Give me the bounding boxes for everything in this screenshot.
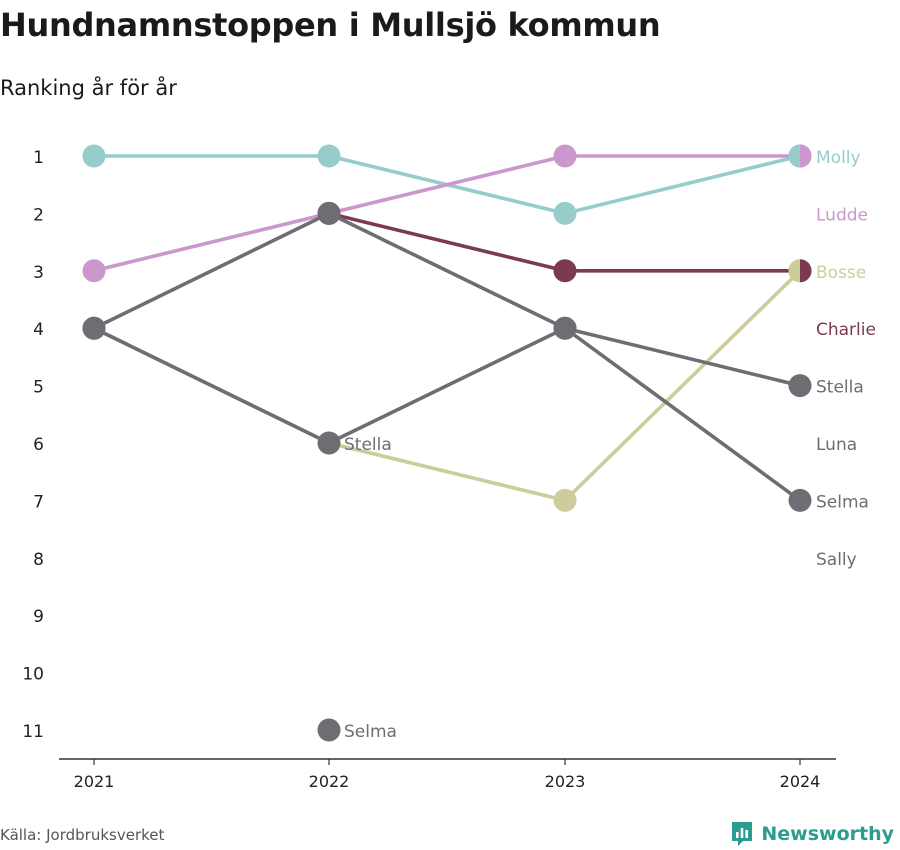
inline-label: Stella [344, 435, 392, 455]
inline-label: Selma [344, 722, 397, 742]
series-line-segment [327, 326, 567, 445]
x-tick-label: 2022 [309, 772, 350, 791]
series-line-segment [92, 211, 331, 331]
series-point [317, 201, 341, 225]
x-tick-label: 2021 [74, 772, 115, 791]
y-tick-label: 1 [33, 148, 44, 168]
series-point [553, 316, 577, 340]
y-axis-ticks: 1 2 3 4 5 6 7 8 9 10 11 [22, 148, 44, 742]
series-point [317, 718, 341, 742]
series-line-segment [327, 154, 567, 216]
series-line-segment [327, 211, 567, 331]
split-marker-left [788, 144, 800, 168]
end-label: Ludde [816, 205, 868, 225]
series-lines [92, 154, 802, 503]
series-point [82, 144, 106, 168]
brand-logo[interactable]: Newsworthy [729, 820, 894, 848]
series-point [553, 144, 577, 168]
y-tick-label: 4 [33, 320, 44, 340]
end-label: Sally [816, 550, 857, 570]
y-tick-label: 8 [33, 550, 44, 570]
series-line-segment [327, 211, 567, 273]
bump-chart: 1 2 3 4 5 6 7 8 9 10 11 2021 2022 2023 2024 Molly Ludd… [22, 144, 876, 791]
source-note: Källa: Jordbruksverket [0, 826, 165, 844]
newsworthy-logo-icon [732, 822, 753, 846]
series-labels: Molly Ludde Bosse Charlie Stella Luna Selma Sal… [344, 148, 876, 742]
split-marker-left [788, 259, 800, 283]
series-line-segment [92, 326, 331, 445]
series-line-segment [563, 326, 802, 388]
series-point [317, 144, 341, 168]
series-markers [82, 144, 812, 742]
y-tick-label: 7 [33, 492, 44, 512]
series-line-segment [563, 326, 802, 503]
end-label: Luna [816, 435, 857, 455]
series-point [553, 488, 577, 512]
y-tick-label: 11 [22, 722, 44, 742]
x-tick-label: 2023 [545, 772, 586, 791]
chart-subtitle: Ranking år för år [0, 76, 177, 100]
series-point [788, 374, 812, 398]
series-point [553, 259, 577, 283]
series-line-segment [563, 268, 802, 503]
end-label: Molly [816, 148, 861, 168]
series-point [553, 201, 577, 225]
end-label: Charlie [816, 320, 876, 340]
series-line-segment [327, 441, 567, 503]
split-marker-right [800, 144, 812, 168]
chart-title: Hundnamnstoppen i Mullsjö kommun [0, 6, 661, 44]
y-tick-label: 2 [33, 205, 44, 225]
split-marker-right [800, 259, 812, 283]
series-point [788, 488, 812, 512]
y-tick-label: 5 [33, 378, 44, 398]
series-line-segment [92, 211, 331, 273]
end-label: Stella [816, 378, 864, 398]
x-tick-label: 2024 [780, 772, 821, 791]
series-line-segment [563, 154, 802, 216]
y-tick-label: 3 [33, 263, 44, 283]
series-point [82, 259, 106, 283]
x-axis: 2021 2022 2023 2024 [59, 758, 836, 791]
brand-name: Newsworthy [761, 823, 894, 845]
series-point [317, 431, 341, 455]
y-tick-label: 10 [22, 665, 44, 685]
end-label: Selma [816, 492, 869, 512]
y-tick-label: 6 [33, 435, 44, 455]
series-point [82, 316, 106, 340]
end-label: Bosse [816, 263, 866, 283]
y-tick-label: 9 [33, 607, 44, 627]
